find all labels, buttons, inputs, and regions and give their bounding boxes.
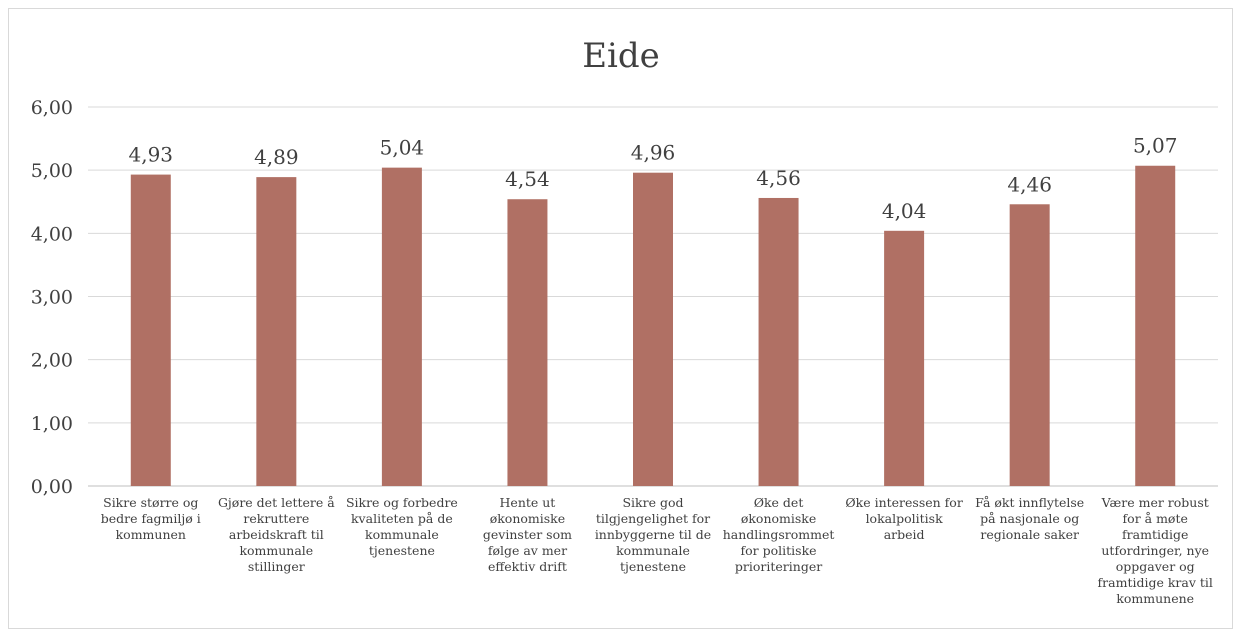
x-axis-labels: Sikre større og bedre fagmiljø i kommunen G…	[101, 495, 1213, 606]
x-tick-label-line: rekruttere	[243, 511, 309, 526]
x-tick-label: Øke det økonomiske handlingsrommet for poli…	[723, 495, 835, 574]
x-tick-label-line: framtidige krav til	[1098, 575, 1213, 590]
x-tick-label: Sikre og forbedre kvaliteten på de kommuna…	[346, 495, 458, 558]
y-tick-label: 0,00	[31, 476, 73, 498]
data-label: 5,04	[380, 136, 425, 160]
x-tick-label-line: for å møte	[1123, 511, 1188, 526]
y-tick-label: 2,00	[31, 350, 73, 372]
x-tick-label-line: arbeidskraft til	[229, 527, 324, 542]
x-tick-label-line: Sikre god	[622, 495, 683, 510]
data-label: 4,93	[129, 143, 174, 167]
data-label: 5,07	[1133, 134, 1178, 158]
x-tick-label-line: på nasjonale og	[980, 511, 1079, 526]
x-tick-label-line: Få økt innflytelse	[975, 495, 1084, 510]
y-tick-label: 3,00	[31, 287, 73, 309]
bar	[1135, 165, 1176, 486]
y-tick-label: 6,00	[31, 97, 73, 119]
x-tick-label: Hente ut økonomiske gevinster som følge av …	[483, 495, 572, 574]
x-tick-label-line: for politiske	[741, 543, 817, 558]
data-label: 4,96	[631, 141, 676, 165]
bar	[1009, 204, 1050, 486]
x-tick-label-line: tilgjengelighet for	[596, 511, 710, 526]
data-labels: 4,93 4,89 5,04 4,54 4,96 4,56 4,04 4,46 5,07	[129, 134, 1178, 223]
x-tick-label-line: tjenestene	[620, 559, 686, 574]
x-tick-label: Få økt innflytelse på nasjonale og regiona…	[975, 495, 1084, 542]
data-label: 4,54	[505, 167, 550, 191]
x-tick-label: Gjøre det lettere å rekruttere arbeidskraf…	[218, 495, 335, 574]
bar	[130, 174, 171, 487]
x-tick-label-line: Være mer robust	[1101, 495, 1209, 510]
x-tick-label-line: kommunen	[116, 527, 186, 542]
x-tick-label-line: følge av mer	[488, 543, 567, 558]
bars	[130, 165, 1176, 487]
x-tick-label: Sikre større og bedre fagmiljø i kommunen	[101, 495, 201, 542]
x-tick-label-line: innbyggerne til de	[595, 527, 711, 542]
x-tick-label-line: tjenestene	[369, 543, 435, 558]
bar	[633, 172, 673, 486]
bar	[256, 177, 297, 487]
bar	[381, 167, 422, 486]
y-axis-ticks: 0,00 1,00 2,00 3,00 4,00 5,00 6,00	[31, 97, 73, 498]
data-label: 4,89	[254, 145, 299, 169]
x-tick-label: Sikre god tilgjengelighet for innbyggerne …	[595, 495, 711, 574]
x-tick-label-line: Øke det	[754, 495, 804, 510]
x-tick-label-line: kommunale	[616, 543, 690, 558]
x-tick-label-line: økonomiske	[741, 511, 816, 526]
x-tick-label-line: arbeid	[884, 527, 925, 542]
bar	[507, 199, 548, 486]
bar	[884, 230, 925, 486]
data-label: 4,04	[882, 199, 927, 223]
x-tick-label-line: kommunale	[239, 543, 313, 558]
bar	[758, 197, 799, 486]
x-tick-label-line: Gjøre det lettere å	[218, 495, 335, 510]
x-tick-label-line: Hente ut	[500, 495, 556, 510]
x-tick-label-line: prioriteringer	[735, 559, 822, 574]
x-tick-label-line: kommunene	[1116, 591, 1194, 606]
x-tick-label-line: utfordringer, nye	[1101, 543, 1209, 558]
y-tick-label: 1,00	[31, 413, 73, 435]
x-tick-label-line: bedre fagmiljø i	[101, 511, 201, 526]
x-tick-label-line: effektiv drift	[488, 559, 567, 574]
x-tick-label-line: kvaliteten på de	[351, 511, 453, 526]
y-tick-label: 5,00	[31, 160, 73, 182]
x-tick-label-line: regionale saker	[980, 527, 1079, 542]
x-tick-label: Være mer robust for å møte framtidige utfor…	[1098, 495, 1213, 606]
x-tick-label-line: lokalpolitisk	[866, 511, 944, 526]
x-tick-label-line: oppgaver og	[1116, 559, 1195, 574]
x-tick-label-line: kommunale	[365, 527, 439, 542]
y-tick-label: 4,00	[31, 223, 73, 245]
x-tick-label-line: handlingsrommet	[723, 527, 835, 542]
data-label: 4,46	[1007, 172, 1052, 196]
chart-title: Eide	[582, 36, 660, 76]
x-tick-label-line: gevinster som	[483, 527, 572, 542]
x-tick-label-line: økonomiske	[490, 511, 565, 526]
x-tick-label: Øke interessen for lokalpolitisk arbeid	[845, 495, 962, 542]
x-tick-label-line: Øke interessen for	[845, 495, 962, 510]
x-tick-label-line: stillinger	[248, 559, 305, 574]
x-tick-label-line: framtidige	[1122, 527, 1188, 542]
x-tick-label-line: Sikre og forbedre	[346, 495, 458, 510]
data-label: 4,56	[756, 166, 801, 190]
x-tick-label-line: Sikre større og	[103, 495, 198, 510]
